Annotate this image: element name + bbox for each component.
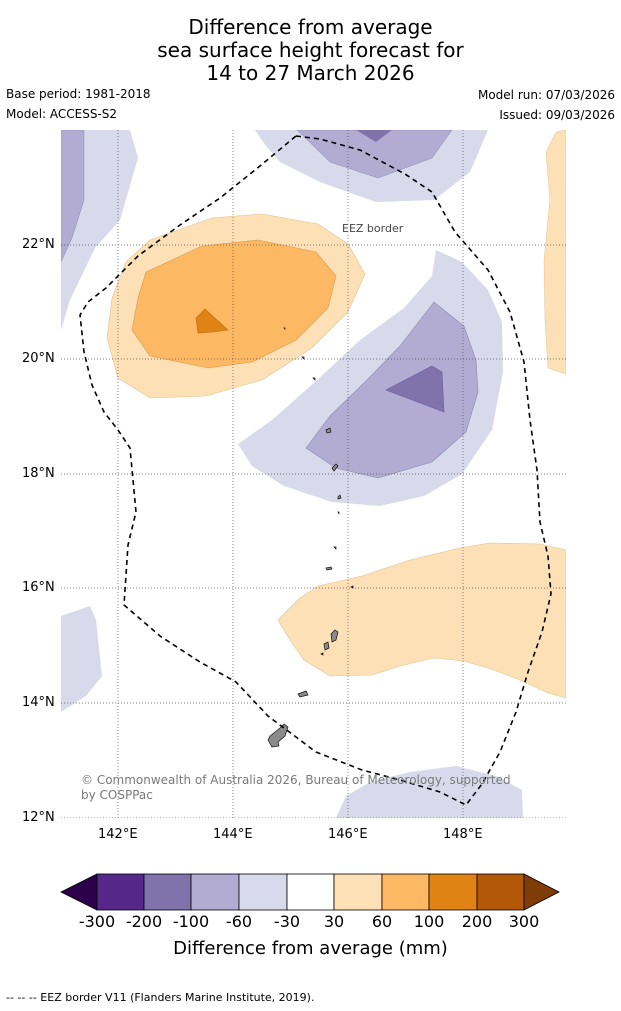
island-aguijan [320,652,324,656]
contour-pos-left-100 [195,308,229,334]
colorbar-bin-7 [381,873,430,911]
lat-label-12n: 12°N [22,810,55,825]
colorbar-tick-m200: -200 [125,912,163,931]
colorbar-bin-3 [190,873,240,911]
colorbar-tick-p300: 300 [508,912,540,931]
lat-label-18n: 18°N [22,466,55,481]
colorbar-bin-1 [96,873,145,911]
island-tinian [323,641,330,651]
gridlines [61,130,566,818]
colorbar [60,873,560,911]
eez-label: EEZ border [340,222,406,235]
lon-label-144e: 144°E [213,827,253,842]
colorbar-tick-m300: -300 [78,912,116,931]
contour-neg-topcenter-100 [356,130,392,142]
contour-neg-topcenter-60 [296,130,453,179]
colorbar-tick-m100: -100 [172,912,210,931]
lon-label-148e: 148°E [443,827,483,842]
issued-date: Issued: 09/03/2026 [499,108,615,122]
colorbar-bin-9 [476,873,525,911]
colorbar-bin-5 [286,873,335,911]
lat-label-16n: 16°N [22,580,55,595]
colorbar-tick-p200: 200 [461,912,493,931]
base-period: Base period: 1981-2018 [6,87,151,101]
colorbar-bin-2 [143,873,192,911]
eez-border [79,135,552,807]
colorbar-tick-p60: 60 [371,912,393,931]
colorbar-tick-m30: -30 [273,912,301,931]
title-line-1: Difference from average [188,15,433,39]
colorbar-tick-m60: -60 [225,912,253,931]
colorbar-label: Difference from average (mm) [173,938,448,959]
contour-neg-bottomleft-30 [61,606,102,712]
island-sarigan [333,546,337,550]
colorbar-extend-max [523,873,560,911]
title-line-3: 14 to 27 March 2026 [206,61,415,85]
copyright-credit: © Commonwealth of Australia 2026, Bureau… [81,773,511,802]
colorbar-bin-8 [428,873,478,911]
colorbar-bin-6 [333,873,383,911]
island-uracas [283,327,286,330]
island-alamagan [337,494,342,500]
contour-neg-topleft-60 [61,130,85,263]
model-run: Model run: 07/03/2026 [477,88,615,102]
island-rota [297,690,309,698]
contour-pos-bottomright-30 [277,542,566,699]
island-guguan [337,511,340,515]
island-agrihan [325,427,332,434]
colorbar-bin-4 [238,873,288,911]
island-farallon [350,585,354,589]
map-title: Difference from average sea surface heig… [0,16,621,85]
contour-pos-left-60 [131,239,337,369]
contour-neg-bottom-30 [336,766,523,818]
lon-label-142e: 142°E [98,827,138,842]
island-saipan [330,629,339,643]
lat-label-22n: 22°N [22,237,55,252]
title-line-2: sea surface height forecast for [157,38,464,62]
model-name: Model: ACCESS-S2 [6,107,118,121]
island-pagan [331,463,339,472]
contour-neg-center-100 [385,365,445,413]
lat-label-20n: 20°N [22,351,55,366]
colorbar-extend-min [60,873,98,911]
colorbar-tick-p100: 100 [413,912,445,931]
lat-label-14n: 14°N [22,695,55,710]
eez-legend-footer: -- -- -- EEZ border V11 (Flanders Marine… [6,991,315,1004]
colorbar-tick-p30: 30 [323,912,345,931]
island-asuncion [312,377,316,381]
island-anatahan [325,566,333,571]
island-maug [301,356,305,360]
lon-label-146e: 146°E [328,827,368,842]
contour-pos-right-30 [543,130,566,375]
